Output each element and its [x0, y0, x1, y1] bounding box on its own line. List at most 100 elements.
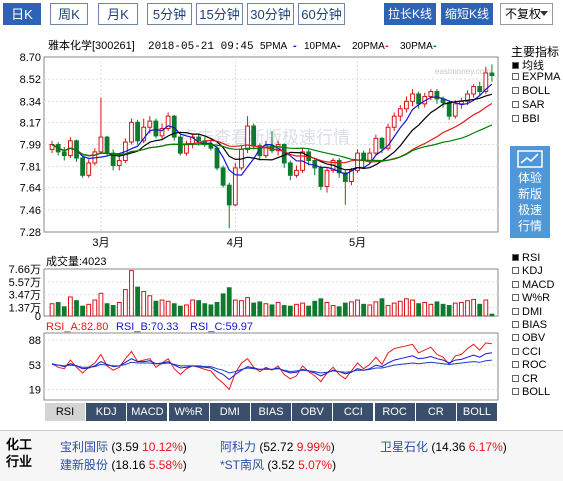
sub-indicator-option-boll[interactable]: BOLL	[512, 386, 550, 398]
new-version-promo-button[interactable]: 体验新版极速行情	[510, 146, 550, 238]
sub-indicator-option-wr[interactable]: W%R	[512, 292, 550, 304]
tab-60min[interactable]: 60分钟	[298, 3, 345, 25]
stock-name[interactable]: 建新股份	[60, 458, 109, 472]
volume-bar	[184, 304, 189, 317]
candle-body	[465, 93, 470, 102]
sub-indicator-option-dmi[interactable]: DMI	[512, 306, 542, 318]
sub-indicator-option-cci[interactable]: CCI	[512, 346, 541, 358]
volume-bar	[422, 302, 428, 317]
radio-icon	[512, 334, 519, 342]
tab-5min[interactable]: 5分钟	[147, 3, 192, 25]
indicator-tab-bias[interactable]: BIAS	[251, 403, 292, 421]
volume-bar	[214, 302, 220, 317]
volume-bar	[361, 303, 367, 317]
tab-weekly-k[interactable]: 周K	[50, 3, 88, 25]
volume-bar	[294, 303, 299, 317]
candle-body	[135, 121, 140, 142]
sub-indicator-option-label: BIAS	[522, 319, 548, 331]
candle-body	[410, 93, 415, 102]
candle-body	[220, 167, 226, 186]
sector-stock-1[interactable]: 宝利国际 (3.59 10.12%)	[60, 440, 187, 454]
stock-name[interactable]: 卫星石化	[380, 440, 429, 454]
chevron-down-icon	[540, 11, 548, 16]
indicator-tab-boll[interactable]: BOLL	[457, 403, 498, 421]
indicator-tab-rsi[interactable]: RSI	[45, 403, 86, 421]
candle-body	[471, 86, 477, 95]
candle-body	[342, 172, 348, 182]
stock-change: 9.99%	[296, 440, 331, 454]
indicator-option-ma[interactable]: 均线	[512, 57, 544, 73]
sub-indicator-option-roc[interactable]: ROC	[512, 359, 546, 371]
stock-name[interactable]: 宝利国际	[60, 440, 109, 454]
lengthen-k-button[interactable]: 拉长K线	[384, 3, 436, 25]
volume-bar	[318, 298, 324, 317]
sector-stock-4[interactable]: 建新股份 (18.16 5.58%)	[60, 458, 187, 472]
sector-stock-5[interactable]: *ST南风 (3.52 5.07%)	[220, 458, 337, 472]
sub-indicator-option-label: BOLL	[522, 386, 551, 398]
radio-icon	[512, 115, 519, 122]
tab-15min[interactable]: 15分钟	[196, 3, 243, 25]
kline-chart[interactable]: 雅本化学[300261] 2018-05-21 09:45 5PMA -10PMA -2…	[0, 30, 563, 403]
volume-bar	[385, 305, 391, 317]
tab-monthly-k[interactable]: 月K	[98, 3, 138, 25]
stock-name[interactable]: *ST南风	[220, 458, 265, 472]
sector-stock-2[interactable]: 阿科力 (52.72 9.99%)	[220, 440, 335, 454]
sub-indicator-option-rsi[interactable]: RSI	[512, 252, 540, 264]
volume-bar	[61, 306, 67, 317]
candle-body	[153, 120, 159, 137]
sub-indicator-option-macd[interactable]: MACD	[512, 279, 554, 291]
shorten-k-button[interactable]: 缩短K线	[441, 3, 493, 25]
month-label: 4月	[227, 237, 244, 249]
indicator-tab-roc[interactable]: ROC	[374, 403, 416, 421]
sub-indicator-option-cr[interactable]: CR	[512, 373, 538, 385]
volume-bar	[116, 302, 122, 317]
stock-change: 10.12%	[142, 440, 183, 454]
adjust-select[interactable]: 不复权	[500, 3, 553, 25]
volume-bar	[92, 299, 98, 317]
indicator-option-sar[interactable]: SAR	[512, 99, 545, 111]
month-label: 5月	[349, 237, 366, 249]
sector-stock-3[interactable]: 卫星石化 (14.36 6.17%)	[380, 440, 507, 454]
volume-bar	[324, 302, 330, 317]
stock-name[interactable]: 阿科力	[220, 440, 257, 454]
candle-body	[165, 115, 171, 129]
tab-30min[interactable]: 30分钟	[247, 3, 294, 25]
candle-body	[80, 157, 85, 176]
tab-daily-k[interactable]: 日K	[3, 3, 41, 25]
sub-indicator-option-obv[interactable]: OBV	[512, 332, 545, 344]
indicator-tab-cci[interactable]: CCI	[333, 403, 375, 421]
indicator-option-expma[interactable]: EXPMA	[512, 71, 561, 83]
indicator-option-bbi[interactable]: BBI	[512, 113, 540, 125]
volume-bar	[489, 313, 495, 317]
volume-bar	[397, 300, 403, 317]
sub-indicator-option-kdj[interactable]: KDJ	[512, 265, 543, 277]
volume-bar	[312, 300, 318, 317]
volume-bar	[416, 303, 422, 317]
volume-bar	[300, 302, 305, 317]
price-tick-label: 7.99	[20, 140, 41, 152]
eastmoney-logo: eastmoney.com	[435, 67, 491, 76]
candle-body	[404, 100, 409, 110]
sub-indicator-option-bias[interactable]: BIAS	[512, 319, 547, 331]
indicator-tab-macd[interactable]: MACD	[127, 403, 169, 421]
indicator-option-label: 均线	[522, 60, 544, 72]
candle-body	[416, 93, 422, 105]
candle-body	[367, 152, 373, 162]
volume-bar	[428, 303, 434, 317]
candle-body	[477, 86, 483, 93]
indicator-tab-kdj[interactable]: KDJ	[86, 403, 128, 421]
price-tick-label: 8.34	[20, 96, 41, 108]
price-tick-label: 7.28	[20, 227, 41, 239]
indicator-tab-cr[interactable]: CR	[415, 403, 457, 421]
indicator-tab-obv[interactable]: OBV	[292, 403, 334, 421]
stock-change: 5.07%	[298, 458, 333, 472]
indicator-tab-dmi[interactable]: DMI	[209, 403, 251, 421]
sub-indicator-option-label: DMI	[522, 305, 543, 318]
rsi-tick-label: 53	[29, 360, 41, 372]
volume-bar	[446, 305, 452, 317]
candle-body	[257, 145, 263, 157]
indicator-option-boll[interactable]: BOLL	[512, 85, 550, 97]
indicator-tab-wr[interactable]: W%R	[168, 403, 210, 421]
month-label: 3月	[92, 237, 109, 249]
